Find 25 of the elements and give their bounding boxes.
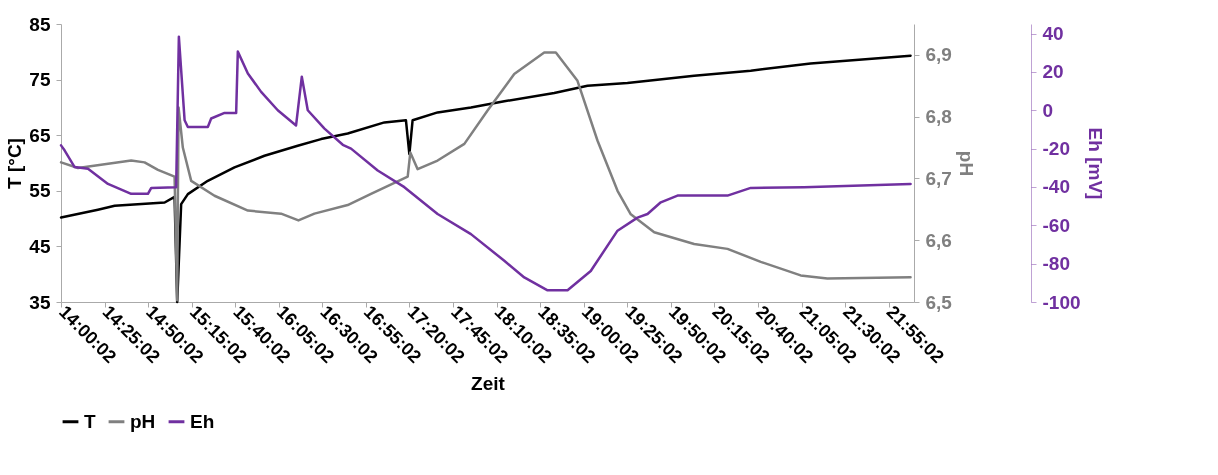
y-tick-label: 45 (29, 235, 51, 257)
y3-tick-label: -40 (1042, 176, 1070, 198)
y3-tick-label: -80 (1042, 253, 1070, 275)
y3-axis-title: Eh [mV] (1084, 127, 1106, 200)
y3-tick-label: -20 (1042, 138, 1070, 160)
y3-tick-label: 20 (1042, 61, 1064, 83)
y2-tick-label: 6,9 (925, 44, 952, 66)
legend-label: pH (130, 410, 156, 432)
y3-tick-label: -100 (1042, 291, 1081, 313)
x-axis-title: Zeit (471, 372, 506, 394)
y2-tick-label: 6,6 (925, 229, 952, 251)
y-tick-label: 65 (29, 124, 51, 146)
y-tick-label: 35 (29, 291, 51, 313)
legend-label: Eh (190, 410, 215, 432)
legend-label: T (84, 410, 96, 432)
y-axis-title: T [°C] (4, 138, 26, 189)
y-tick-label: 75 (29, 69, 51, 91)
y3-tick-label: -60 (1042, 214, 1070, 236)
y2-tick-label: 6,8 (925, 106, 952, 128)
y3-tick-label: 0 (1042, 99, 1054, 121)
y2-tick-label: 6,7 (925, 167, 952, 189)
y-tick-label: 55 (29, 180, 51, 202)
y3-tick-label: 40 (1042, 23, 1064, 45)
y-tick-label: 85 (29, 13, 51, 35)
y2-axis-title: pH (955, 150, 977, 177)
